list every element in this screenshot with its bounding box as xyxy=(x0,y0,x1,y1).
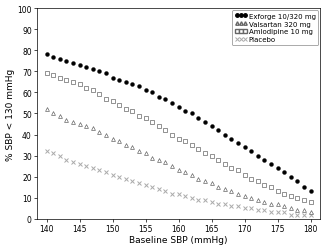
Y-axis label: % SBP < 130 mmHg: % SBP < 130 mmHg xyxy=(6,68,15,160)
X-axis label: Baseline SBP (mmHg): Baseline SBP (mmHg) xyxy=(129,236,228,244)
Legend: Exforge 10/320 mg, Valsartan 320 mg, Amlodipine 10 mg, Placebo: Exforge 10/320 mg, Valsartan 320 mg, Aml… xyxy=(232,11,319,46)
